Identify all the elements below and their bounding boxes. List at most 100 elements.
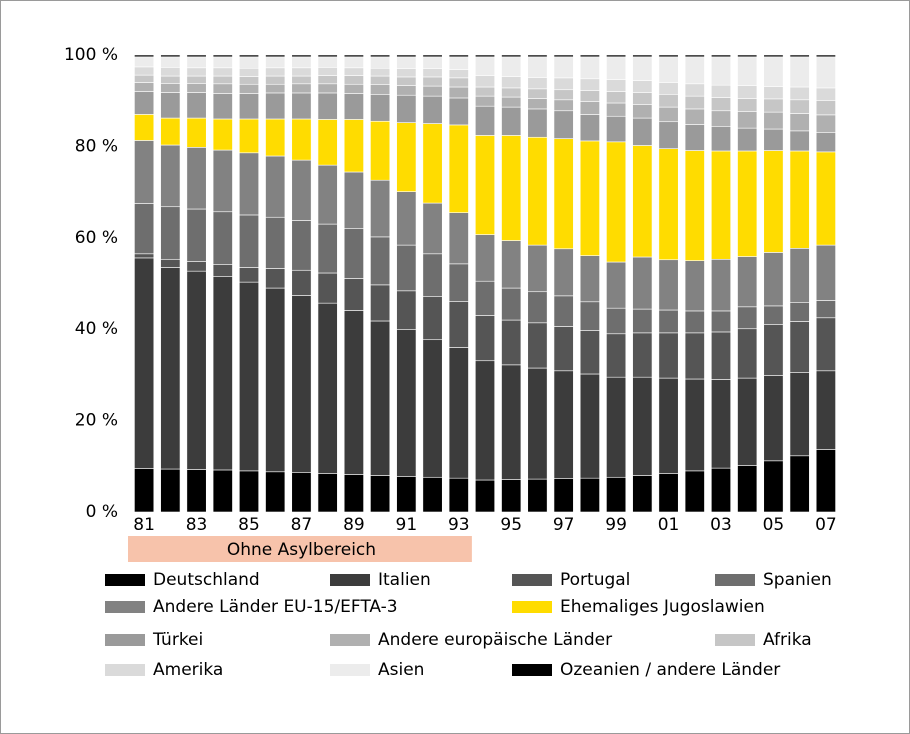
bar-segment bbox=[501, 364, 522, 480]
bar-segment bbox=[553, 99, 574, 112]
legend-label: Andere europäische Länder bbox=[378, 630, 612, 650]
bar-segment bbox=[448, 54, 469, 58]
bar-segment bbox=[370, 84, 391, 95]
bar-segment bbox=[501, 287, 522, 321]
bar-segment bbox=[815, 370, 836, 450]
bar-segment bbox=[579, 255, 600, 303]
bar-segment bbox=[815, 87, 836, 101]
legend-label: Deutschland bbox=[153, 570, 260, 590]
bar-segment bbox=[291, 295, 312, 473]
bar-segment bbox=[396, 94, 417, 123]
bar-segment bbox=[789, 248, 810, 303]
bar-segment bbox=[160, 92, 181, 119]
legend-label: Italien bbox=[378, 570, 431, 590]
bar-segment bbox=[763, 98, 784, 113]
y-tick-label: 20 % bbox=[75, 411, 118, 431]
bar-segment bbox=[710, 54, 732, 58]
bar-segment bbox=[737, 377, 758, 466]
bar-segment bbox=[134, 74, 155, 83]
bar-segment bbox=[265, 216, 286, 269]
bar-segment bbox=[763, 128, 784, 151]
bar-segment bbox=[212, 264, 233, 277]
bar-segment bbox=[396, 244, 417, 292]
y-tick-label: 0 % bbox=[86, 502, 118, 522]
bar-segment bbox=[527, 367, 548, 480]
bar-segment bbox=[291, 92, 312, 120]
bar-segment bbox=[710, 379, 732, 469]
annotation-box bbox=[128, 536, 472, 562]
bar-segment bbox=[684, 150, 705, 261]
bar-segment bbox=[763, 86, 784, 100]
bar-segment bbox=[186, 67, 207, 77]
bar-segment bbox=[474, 86, 496, 97]
bar-segment bbox=[632, 54, 653, 58]
bar-segment bbox=[815, 54, 836, 58]
bar-segment bbox=[134, 56, 155, 68]
bar-segment bbox=[134, 253, 155, 259]
bar-segment bbox=[658, 309, 679, 334]
bar-segment bbox=[317, 473, 338, 513]
bar-segment bbox=[317, 56, 338, 68]
bar-segment bbox=[370, 236, 391, 286]
bar-segment bbox=[632, 308, 653, 334]
bar-segment bbox=[474, 360, 496, 481]
bar-segment bbox=[422, 339, 443, 478]
x-tick-label: 07 bbox=[815, 515, 837, 535]
bar-segment bbox=[448, 347, 469, 479]
bar-segment bbox=[422, 476, 443, 513]
bar-segment bbox=[422, 253, 443, 297]
bar-segment bbox=[160, 144, 181, 208]
bar-segment bbox=[291, 67, 312, 77]
bar-segment bbox=[317, 67, 338, 76]
bar-segment bbox=[238, 76, 260, 85]
bar-segment bbox=[632, 117, 653, 146]
legend-swatch bbox=[715, 574, 755, 586]
bar-segment bbox=[632, 104, 653, 119]
bar-segment bbox=[684, 124, 705, 151]
bar-segment bbox=[160, 206, 181, 260]
bar-segment bbox=[186, 261, 207, 272]
bar-segment bbox=[474, 95, 496, 107]
bar-segment bbox=[658, 332, 679, 379]
legend-label: Ozeanien / andere Länder bbox=[560, 660, 780, 680]
bar-segment bbox=[343, 474, 364, 513]
x-tick-label: 99 bbox=[605, 515, 627, 535]
bar-segment bbox=[658, 148, 679, 261]
bar-segment bbox=[553, 478, 574, 513]
bar-segment bbox=[317, 164, 338, 225]
bar-segment bbox=[474, 479, 496, 513]
bar-segment bbox=[265, 118, 286, 157]
bar-segment bbox=[710, 84, 732, 98]
bar-segment bbox=[265, 67, 286, 77]
bar-segment bbox=[396, 329, 417, 477]
bar-segment bbox=[527, 478, 548, 513]
bar-segment bbox=[238, 152, 260, 216]
bar-segment bbox=[737, 127, 758, 152]
legend-swatch bbox=[330, 634, 370, 646]
bar-segment bbox=[396, 54, 417, 58]
bar-segment bbox=[396, 76, 417, 86]
x-tick-label: 05 bbox=[763, 515, 785, 535]
bar-segment bbox=[265, 56, 286, 69]
bar-segment bbox=[160, 75, 181, 84]
bar-segment bbox=[343, 228, 364, 279]
bar-segment bbox=[448, 263, 469, 302]
bar-segment bbox=[343, 83, 364, 94]
bar-segment bbox=[343, 75, 364, 85]
bar-segment bbox=[501, 319, 522, 366]
bar-segment bbox=[474, 75, 496, 88]
bar-segment bbox=[606, 333, 627, 378]
bar-segment bbox=[160, 83, 181, 93]
bar-segment bbox=[710, 125, 732, 152]
legend-swatch bbox=[105, 574, 145, 586]
bar-segment bbox=[448, 56, 469, 70]
bar-segment bbox=[317, 83, 338, 94]
bar-segment bbox=[396, 191, 417, 246]
bar-segment bbox=[606, 141, 627, 263]
bar-segment bbox=[527, 77, 548, 90]
bar-segment bbox=[501, 76, 522, 89]
bar-segment bbox=[370, 54, 391, 58]
bar-segment bbox=[606, 54, 627, 58]
bar-segment bbox=[212, 276, 233, 471]
bar-segment bbox=[370, 56, 391, 69]
